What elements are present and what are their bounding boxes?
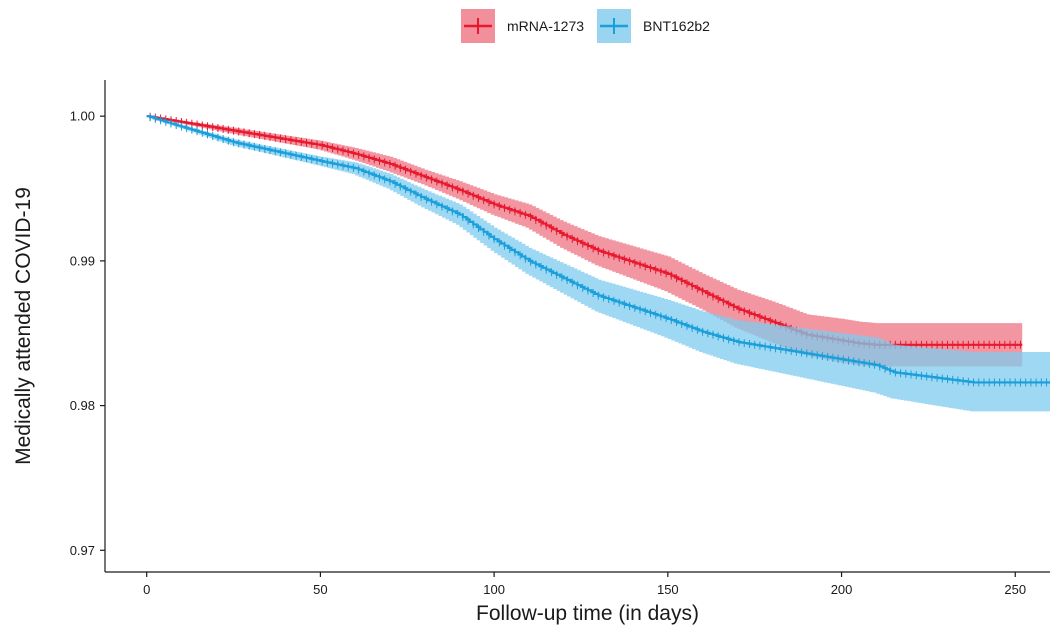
y-tick-label: 0.97 [70,543,95,558]
y-axis-ticks: 0.97 0.98 0.99 1.00 [70,109,105,558]
legend-label-mrna-1273: mRNA-1273 [507,18,584,34]
axes [104,80,1050,573]
y-tick-label: 0.98 [70,398,95,413]
series-group [146,112,1050,412]
legend-label-bnt162b2: BNT162b2 [643,18,710,34]
x-tick-label: 50 [313,582,327,597]
x-tick-label: 250 [1004,582,1026,597]
x-tick-label: 0 [143,582,150,597]
x-tick-label: 200 [831,582,853,597]
censor-marks-bnt162b2 [149,113,1048,387]
x-axis-ticks: 0 50 100 150 200 250 [143,572,1026,597]
x-tick-label: 150 [657,582,679,597]
y-tick-label: 0.99 [70,253,95,268]
y-tick-label: 1.00 [70,109,95,124]
plot-area [146,112,1050,412]
x-tick-label: 100 [483,582,505,597]
confidence-band-mrna-1273 [146,116,1023,367]
legend: mRNA-1273 BNT162b2 [461,9,710,43]
y-axis-title: Medically attended COVID-19 [12,187,35,465]
x-axis-title: Follow-up time (in days) [476,602,699,625]
confidence-band-bnt162b2 [146,116,1050,412]
